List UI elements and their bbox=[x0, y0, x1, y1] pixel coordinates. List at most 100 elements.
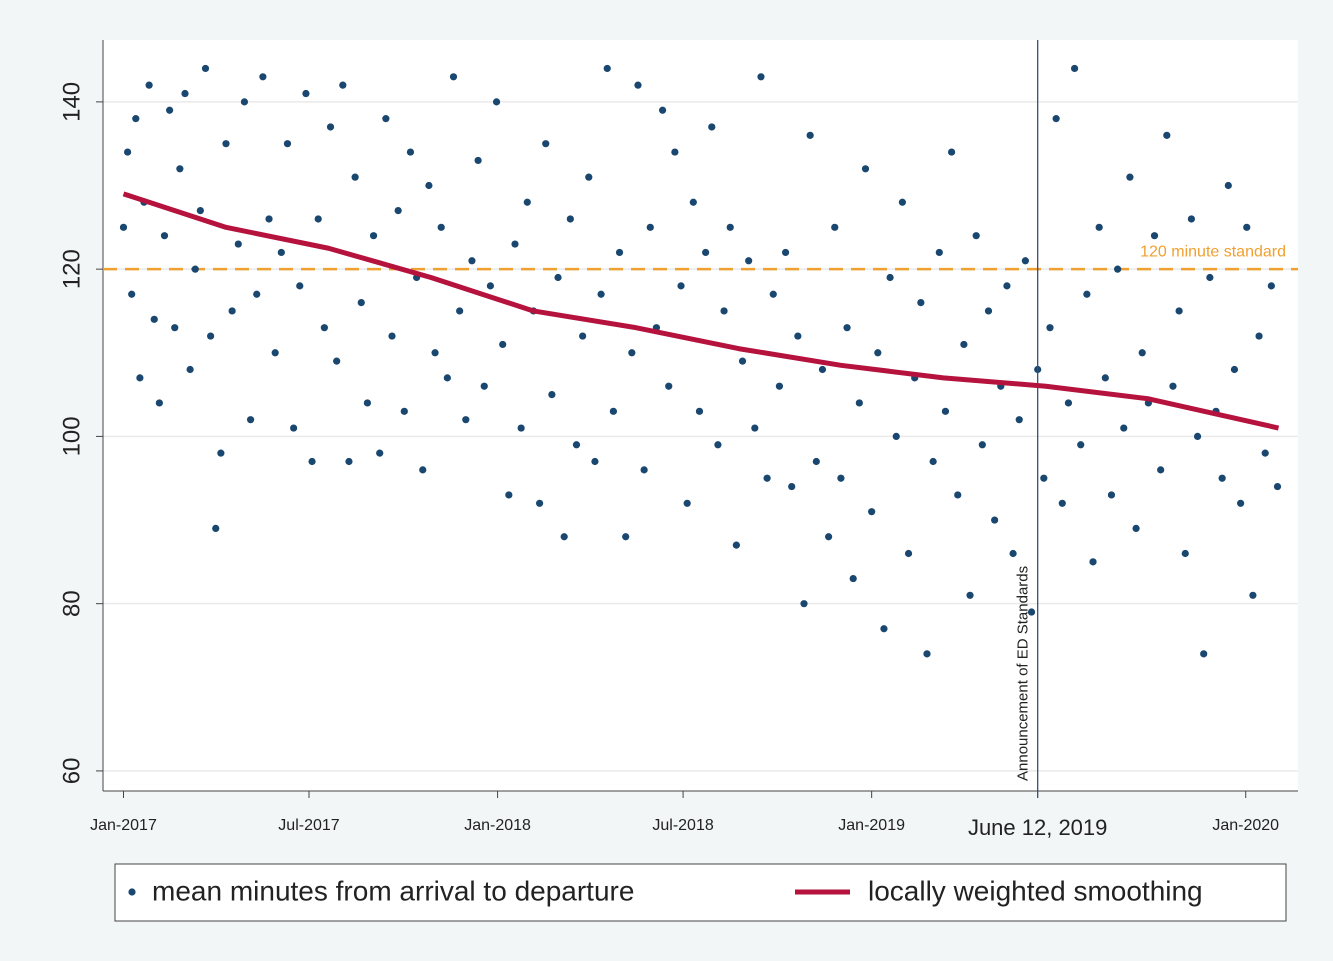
point bbox=[1114, 265, 1122, 273]
point bbox=[265, 215, 273, 223]
point bbox=[283, 140, 292, 148]
point bbox=[831, 223, 839, 231]
point bbox=[1095, 223, 1103, 231]
point bbox=[960, 340, 968, 349]
point bbox=[708, 123, 716, 131]
x-tick-label: Jan-2018 bbox=[464, 817, 531, 834]
point bbox=[1021, 257, 1029, 265]
smooth-line bbox=[122, 191, 1280, 431]
point bbox=[357, 298, 365, 307]
point bbox=[597, 290, 605, 298]
point bbox=[1052, 115, 1060, 123]
point bbox=[308, 457, 316, 466]
point bbox=[1132, 524, 1140, 533]
point bbox=[1027, 608, 1036, 616]
point bbox=[1237, 499, 1245, 507]
point bbox=[145, 81, 153, 89]
point bbox=[763, 474, 771, 482]
point bbox=[406, 148, 415, 156]
point bbox=[689, 198, 697, 206]
point bbox=[702, 248, 710, 257]
point bbox=[861, 165, 870, 173]
point bbox=[505, 491, 513, 499]
point bbox=[277, 248, 285, 257]
point bbox=[228, 307, 236, 315]
point bbox=[566, 215, 574, 223]
point bbox=[609, 407, 617, 415]
point bbox=[486, 282, 495, 290]
point bbox=[376, 449, 384, 457]
point bbox=[615, 248, 624, 257]
point bbox=[726, 223, 734, 231]
point bbox=[585, 173, 593, 181]
point bbox=[671, 148, 679, 156]
point bbox=[1218, 474, 1226, 482]
point bbox=[695, 407, 704, 415]
point bbox=[222, 140, 230, 148]
point bbox=[363, 399, 372, 407]
point bbox=[935, 248, 943, 257]
point bbox=[1261, 449, 1269, 457]
point bbox=[176, 165, 184, 173]
point bbox=[1077, 441, 1085, 449]
point bbox=[751, 424, 759, 432]
point bbox=[1126, 173, 1134, 181]
point bbox=[492, 98, 501, 106]
point bbox=[240, 98, 249, 106]
point bbox=[302, 89, 310, 98]
point bbox=[320, 324, 328, 332]
point bbox=[474, 156, 482, 165]
point bbox=[757, 73, 765, 81]
point bbox=[634, 81, 642, 89]
point bbox=[1267, 282, 1275, 290]
point bbox=[271, 349, 279, 357]
point bbox=[732, 541, 740, 549]
point bbox=[1058, 499, 1066, 507]
point bbox=[714, 441, 722, 449]
point bbox=[622, 533, 630, 541]
point bbox=[1187, 215, 1196, 223]
point bbox=[917, 298, 925, 307]
point bbox=[769, 290, 777, 298]
point bbox=[1224, 181, 1232, 190]
point bbox=[868, 508, 876, 516]
point bbox=[394, 207, 402, 215]
point bbox=[683, 499, 691, 507]
point bbox=[1107, 491, 1116, 499]
point bbox=[171, 324, 179, 332]
point bbox=[351, 173, 359, 181]
point bbox=[191, 265, 199, 273]
event-label: Announcement of ED Standards bbox=[1015, 566, 1032, 781]
point bbox=[400, 407, 408, 415]
point bbox=[837, 474, 845, 482]
point bbox=[246, 416, 255, 424]
point bbox=[984, 307, 993, 315]
y-tick-label: 60 bbox=[58, 758, 85, 785]
x-tick-label: Jul-2017 bbox=[278, 817, 339, 834]
point bbox=[972, 232, 980, 240]
point bbox=[548, 390, 556, 399]
point bbox=[155, 399, 163, 407]
point bbox=[554, 273, 562, 282]
point bbox=[1206, 273, 1214, 282]
point bbox=[640, 466, 648, 474]
point bbox=[1200, 650, 1208, 658]
point bbox=[207, 332, 215, 340]
point bbox=[217, 449, 225, 457]
point bbox=[196, 207, 204, 215]
point bbox=[775, 382, 784, 390]
point bbox=[290, 424, 298, 432]
point bbox=[480, 382, 488, 390]
point bbox=[1157, 466, 1165, 474]
point bbox=[542, 140, 550, 148]
point bbox=[1009, 549, 1017, 558]
point bbox=[431, 349, 439, 357]
point bbox=[1101, 374, 1109, 382]
point bbox=[579, 332, 587, 340]
point bbox=[886, 273, 894, 282]
point bbox=[1255, 332, 1263, 340]
point bbox=[1230, 365, 1239, 374]
point bbox=[425, 181, 433, 190]
point bbox=[456, 307, 464, 315]
point bbox=[800, 600, 808, 608]
